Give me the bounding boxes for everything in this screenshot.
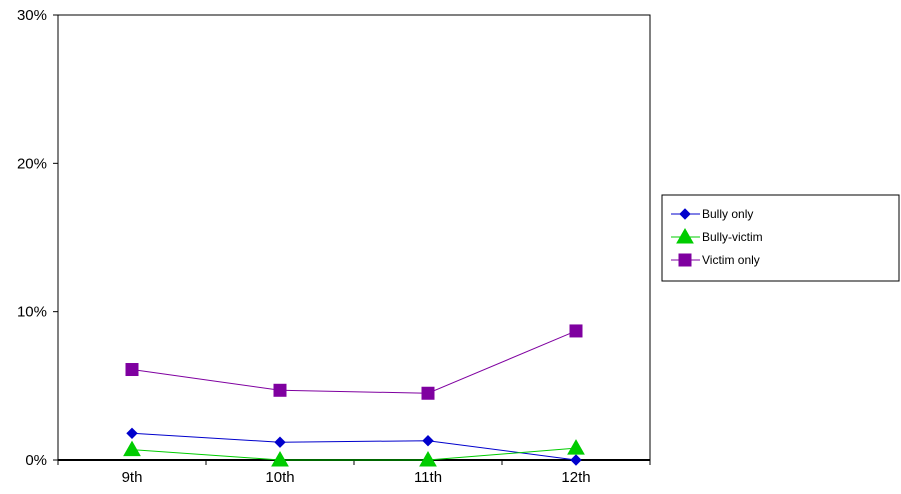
y-tick-label: 30% <box>17 7 47 24</box>
x-tick-label: 9th <box>122 469 143 486</box>
legend-marker <box>676 227 694 244</box>
series-line <box>131 432 577 461</box>
legend-marker <box>679 208 691 220</box>
legend-label: Victim only <box>702 253 760 267</box>
data-point <box>422 435 434 447</box>
series-line <box>131 330 577 394</box>
legend-item: Bully only <box>671 207 753 221</box>
x-tick-label: 10th <box>265 469 294 486</box>
series-layer <box>123 324 585 467</box>
legend-item: Victim only <box>671 253 760 267</box>
data-point <box>569 324 583 338</box>
y-tick-label: 0% <box>25 452 47 469</box>
legend: Bully only Bully-victim Victim only <box>661 194 900 282</box>
data-point <box>273 383 287 397</box>
y-tick-label: 20% <box>17 155 47 172</box>
plot-frame <box>57 14 651 461</box>
series-bully-only <box>126 427 582 466</box>
data-point <box>567 439 585 455</box>
series-victim-only <box>125 324 583 400</box>
legend-item: Bully-victim <box>671 227 763 244</box>
plot-area <box>57 14 651 461</box>
data-point <box>125 363 139 377</box>
data-point <box>126 427 138 440</box>
data-point <box>271 450 289 467</box>
x-axis: 9th 10th 11th 12th <box>57 459 651 486</box>
data-point <box>274 436 286 448</box>
legend-marker <box>678 253 692 267</box>
data-point <box>421 386 435 400</box>
series-line <box>131 447 577 461</box>
y-tick-label: 10% <box>17 304 47 321</box>
legend-box <box>661 194 900 282</box>
data-point <box>570 454 582 466</box>
x-tick-label: 11th <box>414 469 442 486</box>
data-point <box>123 440 141 457</box>
y-axis: 0% 10% 20% 30% <box>17 7 58 469</box>
series-bully-victim <box>123 439 585 467</box>
data-point <box>419 450 437 467</box>
x-tick-label: 12th <box>561 469 590 486</box>
legend-label: Bully only <box>702 207 753 221</box>
legend-label: Bully-victim <box>702 230 763 244</box>
